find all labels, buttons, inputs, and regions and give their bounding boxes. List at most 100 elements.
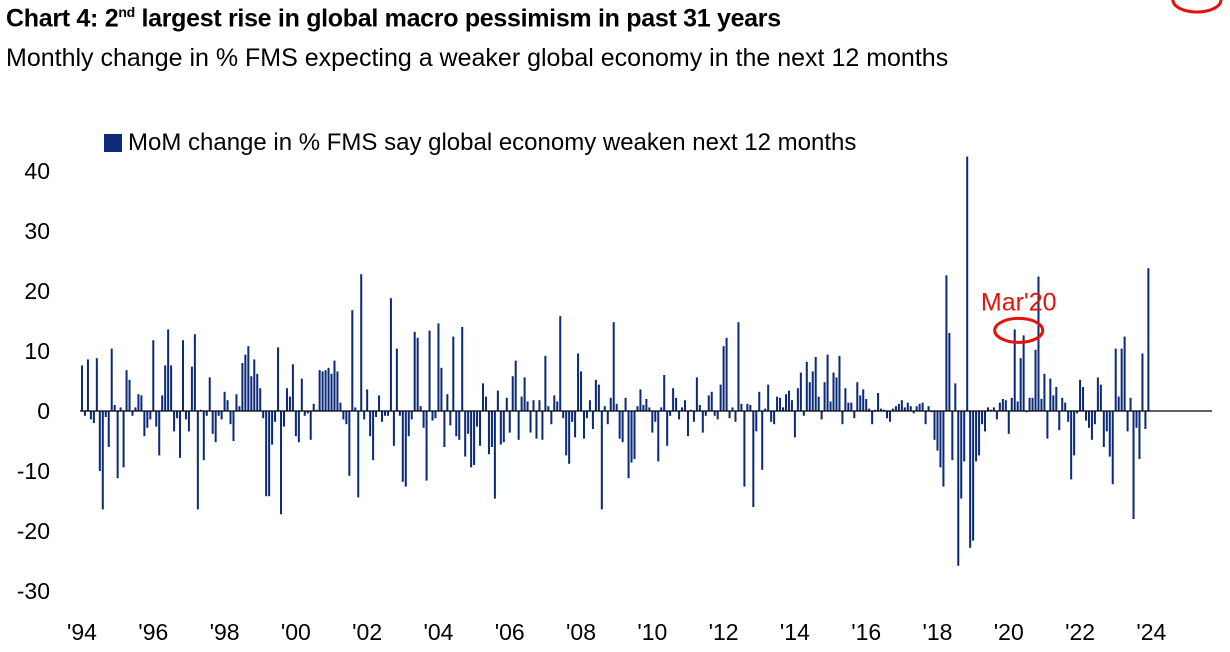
bar bbox=[630, 411, 633, 463]
x-tick-label: '22 bbox=[1065, 619, 1095, 645]
bar bbox=[1132, 411, 1135, 519]
bar bbox=[1105, 411, 1108, 432]
bar bbox=[704, 411, 707, 416]
x-tick-label: '02 bbox=[352, 619, 382, 645]
bar bbox=[517, 411, 520, 440]
bar bbox=[1004, 400, 1007, 411]
bar bbox=[351, 310, 354, 411]
bar bbox=[220, 411, 223, 420]
bar bbox=[725, 337, 728, 411]
bar bbox=[89, 411, 92, 420]
bar bbox=[428, 330, 431, 411]
chart-title: Chart 4: 2nd largest rise in global macr… bbox=[6, 4, 781, 33]
bar bbox=[553, 395, 556, 411]
bar bbox=[865, 399, 868, 411]
bar bbox=[1147, 268, 1150, 411]
bar bbox=[591, 411, 594, 429]
bar bbox=[499, 411, 502, 445]
bar bbox=[1079, 379, 1082, 411]
bar bbox=[582, 411, 586, 439]
bar bbox=[648, 407, 651, 411]
bar bbox=[868, 408, 871, 411]
bar bbox=[826, 354, 829, 411]
bar bbox=[1123, 336, 1126, 411]
bar bbox=[110, 348, 113, 411]
bar bbox=[1084, 411, 1088, 421]
bar bbox=[933, 411, 936, 440]
bar bbox=[389, 298, 392, 411]
bar bbox=[179, 411, 182, 458]
x-tick-label: '18 bbox=[922, 619, 952, 645]
bar bbox=[615, 403, 618, 411]
bar bbox=[856, 382, 859, 411]
bar bbox=[223, 391, 226, 411]
bar bbox=[184, 411, 187, 420]
bar bbox=[134, 407, 137, 411]
bar bbox=[900, 400, 903, 411]
x-tick-label: '14 bbox=[780, 619, 810, 645]
bar bbox=[250, 376, 253, 411]
bar bbox=[523, 377, 526, 411]
bar bbox=[639, 389, 642, 411]
bar bbox=[1114, 348, 1117, 411]
bar bbox=[467, 411, 470, 434]
bar bbox=[303, 411, 306, 416]
bar bbox=[473, 411, 476, 465]
bar bbox=[678, 411, 681, 420]
bar bbox=[1138, 411, 1141, 459]
bar bbox=[152, 340, 155, 411]
x-tick-label: '04 bbox=[423, 619, 453, 645]
bar bbox=[1135, 411, 1138, 428]
bar bbox=[755, 411, 758, 432]
bar bbox=[265, 411, 268, 497]
bar bbox=[740, 403, 743, 411]
bar bbox=[975, 411, 978, 462]
bar bbox=[657, 411, 660, 462]
bar bbox=[378, 395, 381, 411]
bar bbox=[847, 402, 850, 411]
bar bbox=[1064, 402, 1067, 411]
bar bbox=[966, 156, 969, 411]
bar bbox=[1099, 384, 1102, 411]
bar bbox=[850, 402, 853, 411]
bar bbox=[80, 365, 84, 411]
bar bbox=[903, 407, 906, 411]
bar bbox=[431, 411, 434, 421]
bar bbox=[410, 411, 413, 420]
bar bbox=[294, 411, 297, 437]
y-tick-label: 40 bbox=[24, 158, 50, 184]
bar bbox=[1010, 397, 1013, 411]
bar bbox=[461, 327, 464, 411]
bar bbox=[86, 359, 89, 411]
bar bbox=[104, 411, 107, 417]
bar bbox=[695, 377, 698, 411]
bar bbox=[885, 411, 888, 419]
x-tick-label: '94 bbox=[67, 619, 97, 645]
bar bbox=[363, 411, 366, 420]
x-tick-label: '00 bbox=[281, 619, 311, 645]
bar bbox=[666, 411, 669, 446]
bar bbox=[1108, 411, 1111, 457]
bar bbox=[529, 411, 532, 433]
bar bbox=[455, 411, 458, 437]
bar bbox=[232, 411, 235, 441]
bar bbox=[888, 411, 891, 422]
bar bbox=[1046, 411, 1049, 439]
bar bbox=[600, 411, 603, 510]
bar bbox=[692, 411, 695, 422]
bar bbox=[683, 400, 687, 411]
bar bbox=[481, 383, 485, 411]
bar bbox=[190, 366, 193, 411]
bar bbox=[853, 411, 856, 419]
bar bbox=[238, 406, 241, 411]
bar bbox=[470, 411, 473, 468]
bar bbox=[597, 384, 600, 411]
bar bbox=[796, 388, 799, 411]
bar bbox=[654, 411, 657, 422]
bar bbox=[170, 365, 173, 411]
bar bbox=[285, 388, 288, 411]
bar bbox=[556, 401, 559, 411]
bar bbox=[960, 411, 963, 499]
bar bbox=[366, 389, 369, 411]
bar bbox=[681, 407, 684, 411]
